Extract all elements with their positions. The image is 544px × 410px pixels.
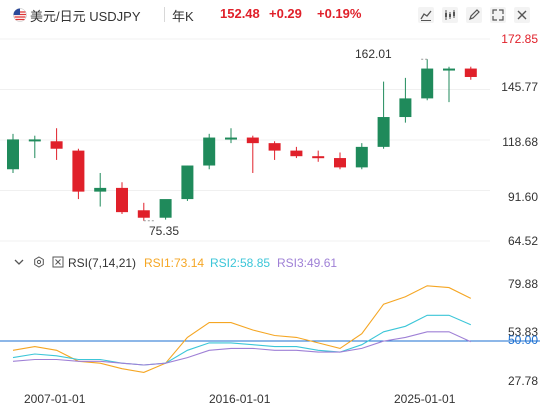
rsi-reference-label: 50.00 — [507, 333, 538, 347]
candle-body — [268, 143, 281, 151]
y-axis-label: 145.77 — [501, 80, 538, 94]
chart-line-icon[interactable] — [418, 7, 434, 23]
x-axis-label: 2016-01-01 — [209, 392, 271, 406]
symbol-title: 美元/日元 USDJPY — [30, 9, 141, 24]
rsi-axis-label: 53.83 — [507, 325, 538, 339]
rsi-axis-label: 27.78 — [507, 374, 538, 388]
indicator-close-icon[interactable] — [52, 256, 64, 268]
candle-body — [181, 165, 194, 200]
pencil-icon[interactable] — [466, 7, 482, 23]
divider — [164, 7, 165, 22]
candle-body — [94, 187, 107, 192]
rsi2-value: RSI2:58.85 — [210, 256, 271, 270]
y-axis-label: 172.85 — [501, 32, 538, 46]
last-price: 152.48 — [220, 6, 260, 21]
chart-candle-icon[interactable] — [442, 7, 458, 23]
rsi1-line — [12, 285, 472, 373]
candle-body — [443, 68, 455, 71]
x-axis-label: 2007-01-01 — [24, 392, 86, 406]
period-selector[interactable]: 年K — [172, 9, 194, 24]
x-axis: 2007-01-01 2016-01-01 2025-01-01 — [0, 390, 544, 410]
price-change: +0.29 — [269, 6, 302, 21]
candle-body — [399, 98, 412, 118]
chart-header: 美元/日元 USDJPY 年K 152.48 +0.29 +0.19% — [0, 0, 544, 30]
collapse-icon[interactable] — [13, 256, 25, 268]
candle-body — [225, 137, 237, 140]
candle-body — [137, 210, 150, 218]
candle-body — [28, 139, 41, 142]
candle-body — [116, 187, 128, 213]
x-axis-label: 2025-01-01 — [394, 392, 456, 406]
rsi-header: RSI(7,14,21) RSI1:73.14 RSI2:58.85 RSI3:… — [0, 252, 544, 272]
rsi-indicator-name: RSI(7,14,21) — [68, 256, 137, 270]
close-icon[interactable] — [514, 7, 530, 23]
rsi2-line — [12, 314, 472, 366]
candle-body — [312, 156, 325, 159]
rsi-lines — [0, 285, 540, 373]
candle-body — [377, 117, 390, 147]
candle-body — [290, 150, 303, 157]
y-axis-label: 118.68 — [502, 135, 538, 149]
price-chart[interactable]: 172.85 145.77 118.68 91.60 64.52 162.01 … — [0, 30, 544, 252]
candlestick-chart — [0, 38, 490, 242]
candle-body — [246, 137, 259, 144]
rsi3-line — [12, 331, 472, 366]
candle-body — [203, 137, 216, 166]
settings-icon[interactable] — [33, 256, 45, 268]
rsi3-value: RSI3:49.61 — [277, 256, 338, 270]
candle-body — [50, 141, 63, 149]
rsi-axis-label: 79.88 — [507, 277, 538, 291]
candle-body — [334, 158, 346, 168]
y-axis-label: 91.60 — [507, 190, 538, 204]
expand-icon[interactable] — [490, 7, 506, 23]
low-annotation: 75.35 — [149, 224, 180, 238]
candle-body — [7, 139, 19, 170]
candle-body — [159, 199, 172, 218]
candle-body — [355, 146, 368, 168]
high-annotation: 162.01 — [355, 47, 392, 61]
candle-body — [72, 150, 85, 192]
candle-body — [464, 68, 477, 77]
candle-body — [421, 68, 434, 99]
y-axis-label: 64.52 — [507, 234, 538, 248]
rsi1-value: RSI1:73.14 — [144, 256, 205, 270]
us-flag-icon — [13, 8, 27, 22]
rsi-chart[interactable]: 79.88 53.83 50.00 27.78 — [0, 272, 544, 390]
price-change-percent: +0.19% — [317, 6, 362, 21]
